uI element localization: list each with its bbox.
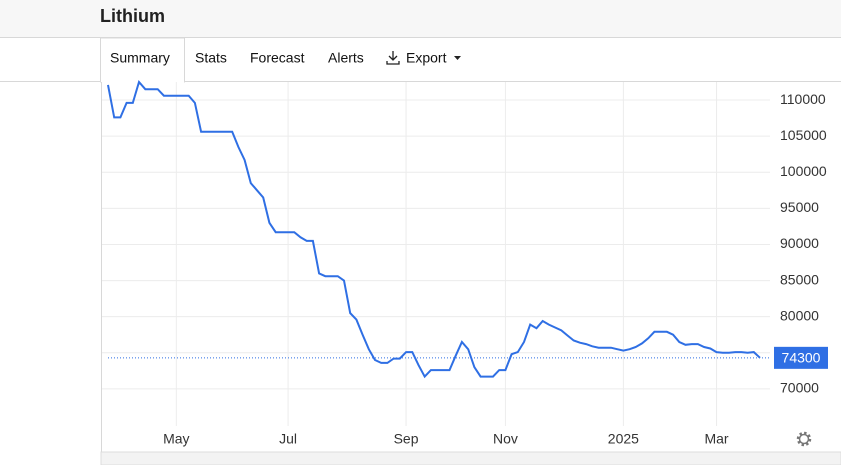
active-tab-gap	[101, 80, 184, 83]
tab[interactable]: Export	[406, 50, 447, 66]
y-tick-label: 80000	[780, 307, 819, 323]
last-value-label: 74300	[782, 350, 821, 366]
tab[interactable]: Alerts	[328, 50, 364, 66]
y-tick-label: 70000	[780, 380, 819, 396]
page-title: Lithium	[100, 6, 165, 26]
x-tick-label: Sep	[394, 431, 419, 447]
x-tick-label: Jul	[279, 431, 297, 447]
last-value-box	[774, 346, 828, 369]
tab[interactable]: Summary	[110, 50, 170, 66]
y-tick-label: 90000	[780, 235, 819, 251]
x-tick-label: Nov	[493, 431, 518, 447]
caret	[454, 56, 461, 60]
y-tick-label: 105000	[780, 127, 827, 143]
y-tick-label: 110000	[780, 91, 826, 107]
x-tick-label: Mar	[704, 431, 728, 447]
tab[interactable]: Stats	[195, 50, 227, 66]
x-tick-label: May	[163, 431, 189, 447]
tab[interactable]: Forecast	[250, 50, 305, 66]
gear-icon[interactable]	[796, 431, 812, 447]
gear-teeth	[796, 431, 812, 447]
y-tick-label: 95000	[780, 199, 819, 215]
scroll-bar	[100, 451, 841, 466]
price-line	[107, 79, 761, 379]
header-bar	[0, 0, 841, 37]
download-icon	[386, 51, 400, 65]
x-tick-label: 2025	[608, 431, 639, 447]
gear-ring	[798, 433, 810, 445]
y-tick-label: 100000	[780, 163, 827, 179]
y-tick-label: 85000	[780, 271, 819, 287]
plot: 7000075000800008500090000950001000001050…	[102, 79, 828, 447]
